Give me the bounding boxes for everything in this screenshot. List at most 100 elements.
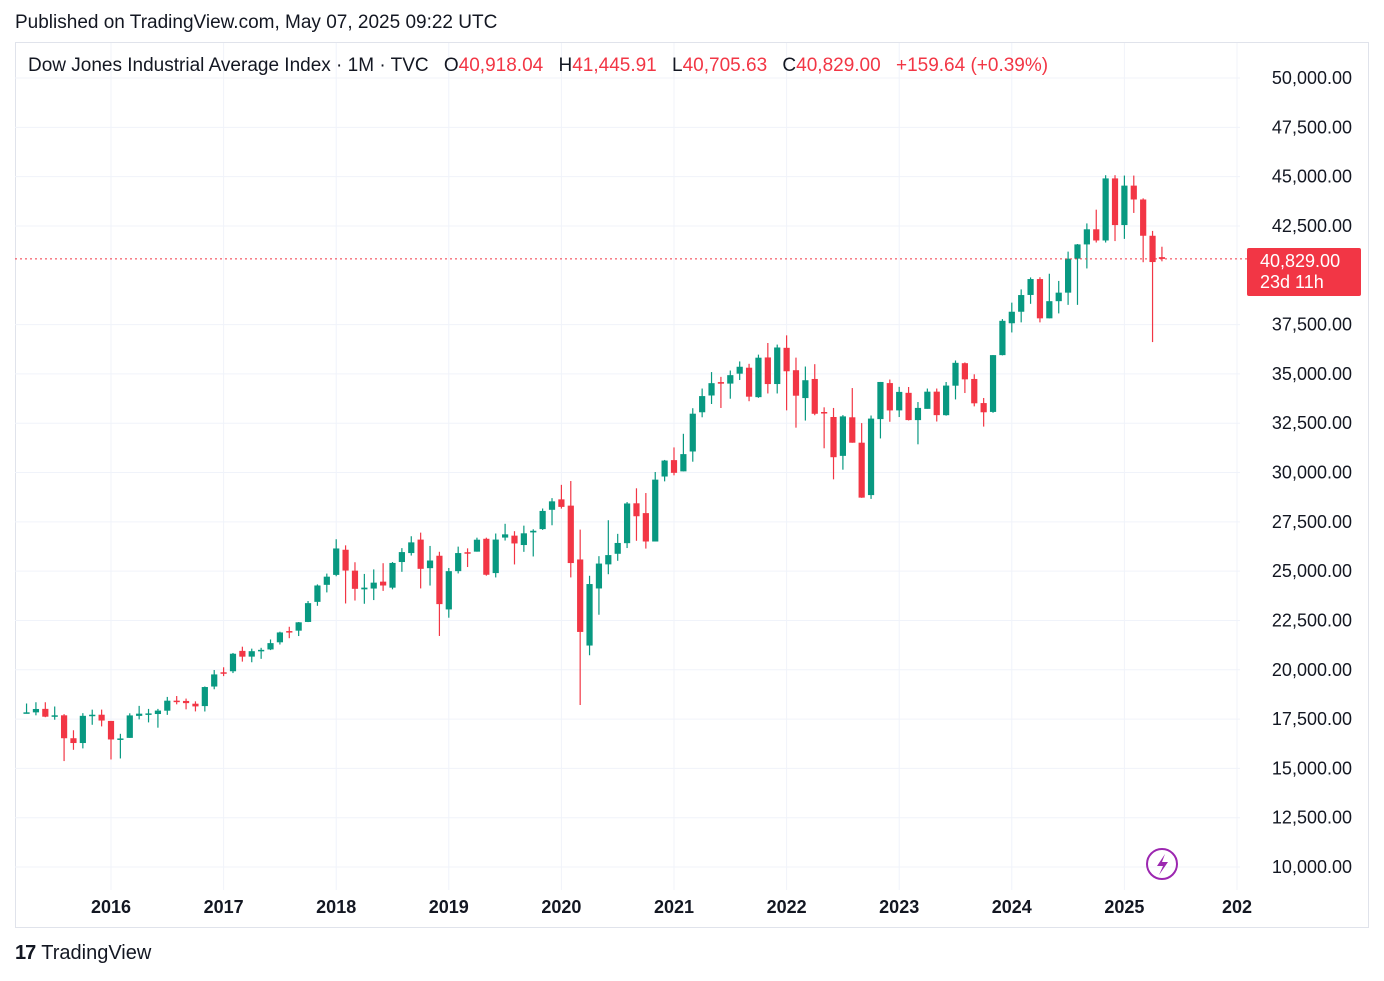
legend-high: 41,445.91	[572, 55, 657, 76]
candle-body	[98, 714, 105, 721]
candle-body	[708, 383, 715, 396]
candle-body	[220, 672, 227, 674]
candle-body	[1065, 258, 1072, 293]
candle-body	[1111, 178, 1119, 226]
candle	[60, 714, 68, 762]
candle-body	[1121, 185, 1128, 226]
candle-body	[304, 603, 312, 622]
candle	[877, 381, 884, 439]
candle-body	[417, 539, 424, 569]
candle-body	[539, 510, 546, 530]
candle	[1121, 175, 1128, 239]
candle	[492, 533, 499, 578]
candle	[1055, 280, 1062, 314]
candle	[398, 548, 405, 572]
candle-body	[79, 715, 86, 744]
candle-body	[1140, 199, 1147, 236]
candle	[483, 537, 490, 576]
candle	[117, 733, 124, 759]
candle	[605, 520, 612, 575]
candle-body	[670, 460, 678, 473]
candle-body	[1158, 257, 1166, 259]
candle-body	[558, 499, 565, 507]
candle-body	[1027, 279, 1034, 295]
candle-body	[914, 407, 922, 421]
candle-body	[792, 370, 800, 396]
candle	[1065, 251, 1072, 305]
time-axis[interactable]: 2016 2017 2018 2019 2020 2021 2022 2023 2024 2025…	[91, 897, 1252, 917]
candle-body	[502, 534, 509, 538]
bolt-icon[interactable]	[1146, 848, 1178, 880]
legend-symbol[interactable]: Dow Jones Industrial Average Index · 1M …	[28, 55, 429, 76]
candle-body	[614, 542, 621, 554]
candle	[849, 388, 856, 443]
candle	[107, 720, 115, 760]
chart-frame	[15, 42, 1369, 928]
tradingview-logo[interactable]: 17 TradingView	[15, 942, 151, 965]
candle-body	[924, 391, 931, 409]
candle-body	[173, 700, 180, 703]
candle	[595, 556, 603, 615]
candle	[248, 648, 255, 663]
candle	[708, 372, 715, 404]
candle-body	[286, 631, 293, 633]
candle	[361, 573, 368, 604]
candle	[745, 363, 753, 402]
candle	[755, 354, 762, 398]
candle-body	[802, 380, 809, 399]
candle-body	[661, 460, 668, 477]
candle	[1008, 302, 1015, 333]
candle	[567, 481, 574, 578]
candle-body	[943, 385, 950, 416]
y-tick-label: 37,500.00	[1272, 315, 1352, 335]
x-tick-label: 2025	[1104, 897, 1144, 917]
candle	[980, 397, 987, 427]
candle	[689, 408, 696, 462]
y-tick-label: 30,000.00	[1272, 463, 1352, 483]
candle	[323, 573, 330, 593]
candle-body	[145, 713, 152, 715]
candle	[511, 531, 518, 565]
candle	[623, 502, 631, 549]
candle-body	[370, 582, 377, 589]
candle-body	[1018, 295, 1025, 312]
candle	[924, 388, 931, 409]
candle-body	[905, 392, 912, 421]
candle	[98, 709, 105, 727]
candle	[586, 575, 593, 656]
x-tick-label: 2021	[654, 897, 694, 917]
candle	[614, 533, 621, 561]
candle-body	[464, 552, 471, 554]
candle-body	[333, 548, 340, 575]
candle-body	[60, 715, 68, 739]
candle-body	[211, 674, 218, 687]
candle-body	[1149, 235, 1156, 263]
candle	[867, 415, 875, 499]
candle	[989, 355, 997, 413]
legend-close: 40,829.00	[796, 55, 881, 76]
candle-body	[633, 503, 640, 517]
candle-body	[1083, 229, 1090, 245]
candle-body	[201, 687, 208, 707]
candle	[530, 529, 537, 557]
price-axis[interactable]: 10,000.00 12,500.00 15,000.00 17,500.00 20,0…	[1272, 68, 1352, 877]
candle	[389, 562, 396, 590]
candle	[1046, 273, 1053, 319]
candle-body	[1102, 178, 1109, 241]
candle-body	[755, 357, 762, 398]
candle-body	[323, 576, 330, 585]
x-tick-label: 202	[1222, 897, 1252, 917]
candle-body	[107, 720, 115, 740]
candle-body	[32, 708, 40, 713]
candle	[502, 523, 509, 541]
y-tick-label: 20,000.00	[1272, 660, 1352, 680]
candle	[652, 471, 659, 542]
candle	[23, 703, 30, 714]
candle	[464, 548, 471, 568]
candle-body	[736, 366, 743, 374]
candle	[51, 706, 58, 720]
candle	[642, 493, 649, 549]
candle	[380, 563, 387, 591]
candle-body	[1074, 244, 1081, 259]
